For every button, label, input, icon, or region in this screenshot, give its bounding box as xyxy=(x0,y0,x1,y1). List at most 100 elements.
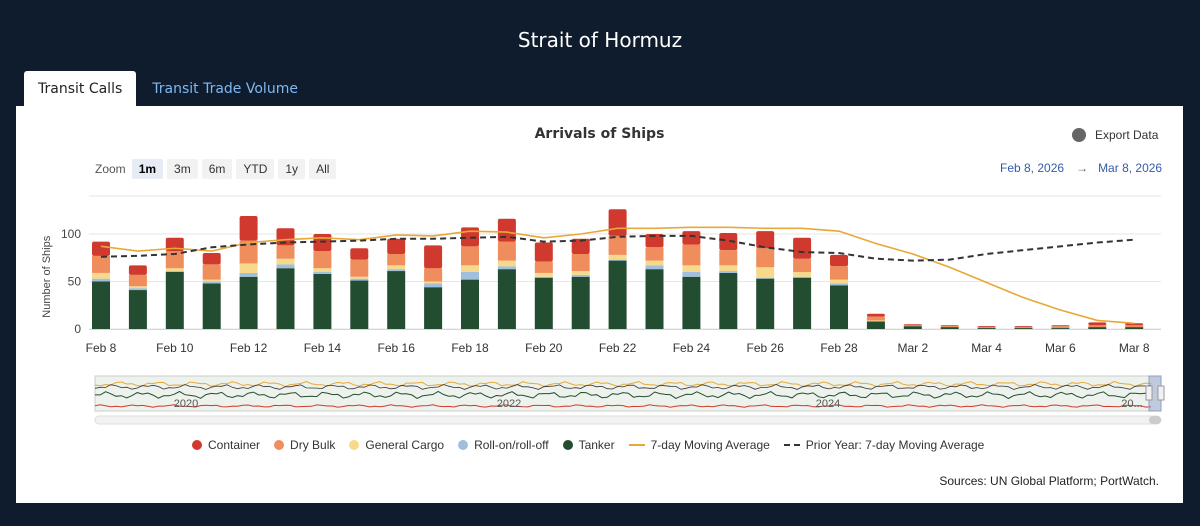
bar-tanker xyxy=(350,280,369,329)
bar-tanker xyxy=(866,321,885,329)
bar-container xyxy=(608,209,627,236)
date-range-to[interactable]: Mar 8, 2026 xyxy=(1098,161,1163,175)
zoom-6m-button[interactable]: 6m xyxy=(201,159,233,179)
zoom-label: Zoom xyxy=(95,162,126,176)
legend-prior-year-ma[interactable]: Prior Year: 7-day Moving Average xyxy=(783,438,985,452)
bar-container xyxy=(128,265,147,275)
bar-roro xyxy=(571,274,590,277)
zoom-1m-button[interactable]: 1m xyxy=(131,159,164,179)
navigator-scrollbar[interactable] xyxy=(94,415,1162,425)
bar-tanker xyxy=(1051,328,1070,329)
bar-dry-bulk xyxy=(682,244,701,266)
tab-transit-calls[interactable]: Transit Calls xyxy=(24,71,137,107)
bar-container xyxy=(793,237,812,259)
bar-roro xyxy=(608,259,627,261)
bar-dry-bulk xyxy=(977,327,996,329)
bar-general-cargo xyxy=(830,279,848,284)
bar-general-cargo xyxy=(608,254,627,260)
legend-general-cargo[interactable]: General Cargo xyxy=(349,438,444,452)
bar-container xyxy=(276,228,295,246)
x-tick-label: Feb 22 xyxy=(599,341,637,355)
zoom-1y-button[interactable]: 1y xyxy=(278,159,306,179)
bar-general-cargo xyxy=(756,267,775,278)
bar-dry-bulk xyxy=(719,250,738,266)
bar-roro xyxy=(830,283,848,286)
bar-roro xyxy=(276,264,295,269)
x-tick-label: Feb 16 xyxy=(378,341,416,355)
chart-panel: Arrivals of Ships Export Data Zoom 1m 3m… xyxy=(16,106,1183,503)
legend-container-marker xyxy=(192,440,202,450)
navigator-tanker-line xyxy=(95,390,1152,400)
bar-container xyxy=(350,248,369,260)
legend-roro[interactable]: Roll-on/roll-off xyxy=(458,438,549,452)
bar-container xyxy=(1051,325,1070,327)
bar-dry-bulk xyxy=(756,248,775,268)
bar-container xyxy=(682,231,701,245)
navigator-year-label: 2022 xyxy=(497,398,521,410)
bar-tanker xyxy=(940,327,959,329)
bar-general-cargo xyxy=(239,263,258,273)
bar-roro xyxy=(424,283,443,288)
bar-dry-bulk xyxy=(313,251,332,269)
bar-general-cargo xyxy=(866,320,885,322)
bar-tanker xyxy=(239,276,258,329)
bar-tanker xyxy=(534,277,553,329)
bar-tanker xyxy=(497,269,516,329)
bar-roro xyxy=(202,281,221,284)
navigator-handle-right[interactable] xyxy=(1157,385,1165,401)
bar-general-cargo xyxy=(645,260,664,266)
y-tick-label: 50 xyxy=(68,275,82,289)
bar-tanker xyxy=(830,285,848,329)
x-tick-label: Mar 2 xyxy=(897,341,928,355)
bar-general-cargo xyxy=(571,271,590,275)
bar-roro xyxy=(645,265,664,270)
bar-dry-bulk xyxy=(1088,325,1107,328)
bar-tanker xyxy=(903,326,922,329)
tab-transit-trade-volume[interactable]: Transit Trade Volume xyxy=(152,81,298,97)
date-range-from[interactable]: Feb 8, 2026 xyxy=(1000,161,1065,175)
bar-tanker xyxy=(387,271,406,329)
legend: Container Dry Bulk General Cargo Roll-on… xyxy=(192,438,998,452)
bar-roro xyxy=(239,272,258,277)
bar-dry-bulk xyxy=(1014,327,1033,329)
legend-container-label: Container xyxy=(208,438,261,452)
bar-roro xyxy=(92,278,110,282)
bar-tanker xyxy=(1125,327,1144,329)
zoom-3m-button[interactable]: 3m xyxy=(167,159,198,179)
legend-7day-ma[interactable]: 7-day Moving Average xyxy=(628,438,770,452)
bar-dry-bulk xyxy=(497,241,516,261)
legend-prior-year-ma-label: Prior Year: 7-day Moving Average xyxy=(805,438,985,452)
bar-general-cargo xyxy=(719,265,738,272)
bar-dry-bulk xyxy=(571,253,590,272)
bar-roro xyxy=(497,266,516,270)
bar-container xyxy=(534,242,553,262)
legend-tanker[interactable]: Tanker xyxy=(562,438,615,452)
legend-container[interactable]: Container xyxy=(192,438,260,452)
bar-general-cargo xyxy=(497,260,516,267)
bar-container xyxy=(719,233,738,251)
bar-dry-bulk xyxy=(276,245,295,259)
bar-general-cargo xyxy=(165,268,184,272)
bar-tanker xyxy=(756,278,775,329)
bar-general-cargo xyxy=(387,265,406,270)
bar-general-cargo xyxy=(682,265,701,272)
zoom-all-button[interactable]: All xyxy=(309,159,337,179)
legend-general-cargo-marker xyxy=(349,440,360,450)
legend-dry-bulk[interactable]: Dry Bulk xyxy=(274,438,335,452)
bar-container xyxy=(461,227,479,247)
navigator-handle-left[interactable] xyxy=(1145,385,1153,401)
bar-container xyxy=(977,326,996,328)
bar-dry-bulk xyxy=(92,255,110,273)
zoom-ytd-button[interactable]: YTD xyxy=(236,159,275,179)
bar-container xyxy=(645,234,664,248)
bar-tanker xyxy=(313,273,332,329)
bar-container xyxy=(497,218,516,242)
bar-tanker xyxy=(128,290,147,329)
bar-general-cargo xyxy=(424,281,443,284)
bar-roro xyxy=(350,278,369,281)
bar-tanker xyxy=(1014,328,1033,329)
navigator-scrollbar-thumb[interactable] xyxy=(1149,416,1161,424)
export-data-button[interactable]: Export Data xyxy=(1072,128,1158,142)
bar-general-cargo xyxy=(92,272,110,279)
x-tick-label: Feb 24 xyxy=(673,341,711,355)
